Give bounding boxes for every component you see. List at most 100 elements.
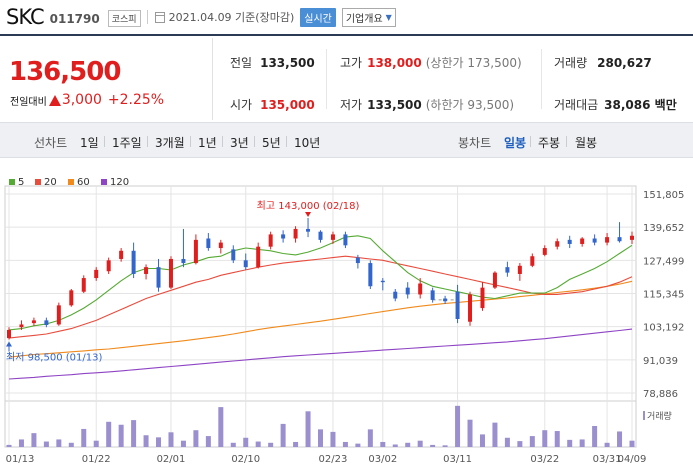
volume-bar (93, 440, 99, 447)
candles (7, 218, 634, 340)
volume-bar (131, 420, 137, 447)
candle-body (592, 238, 597, 243)
candle-body (31, 320, 36, 324)
stock-code: 011790 (49, 12, 100, 26)
volume-bar (380, 441, 386, 447)
candle-body (256, 246, 261, 268)
low-annotation: 최저 98,500 (01/13) (6, 351, 102, 363)
x-tick-label: 03/22 (530, 454, 559, 465)
volume-bar (56, 439, 62, 447)
current-price: 136,500 (9, 57, 121, 87)
high-label: 고가 (340, 56, 363, 70)
volume-bar (542, 430, 548, 447)
volume-bar (118, 424, 124, 447)
volume-bar (218, 407, 224, 447)
divider (286, 136, 287, 147)
volume-bar (68, 442, 74, 447)
legend-label: 5 (18, 177, 24, 188)
volume-bar (367, 429, 373, 447)
candle-body (181, 258, 186, 264)
candle-body (243, 260, 248, 268)
volume-bar (467, 419, 473, 447)
volume-bar (305, 411, 311, 447)
moving-averages (8, 235, 633, 380)
y-tick-label: 127,499 (643, 256, 684, 267)
x-tick-label: 03/31 (593, 454, 622, 465)
volume-bar (293, 441, 299, 447)
tab-10y[interactable]: 10년 (294, 136, 321, 150)
candle-body (19, 324, 24, 328)
tab-weekly[interactable]: 주봉 (538, 136, 561, 150)
low-cell: 저가 133,500 (하한가 93,500) (340, 96, 514, 113)
tab-1w[interactable]: 1주일 (112, 136, 142, 150)
price-change-row: 전일대비 3,000 +2.25% (10, 92, 164, 108)
candle-body (480, 287, 485, 309)
volume-bar (268, 442, 274, 447)
divider (146, 10, 148, 24)
candle-body (168, 258, 173, 288)
volume-label: 거래량 (647, 410, 672, 422)
volume-bar (156, 437, 162, 447)
tab-daily[interactable]: 일봉 (504, 136, 527, 150)
y-tick-label: 78,886 (643, 389, 678, 400)
x-axis: 01/13 01/22 02/01 02/10 02/23 03/02 03/11 03/22… (6, 454, 647, 465)
legend-label: 60 (77, 177, 90, 188)
low-value: 133,500 (367, 98, 422, 112)
divider (104, 136, 105, 147)
legend-swatch (35, 179, 41, 185)
volume-bar (604, 442, 610, 447)
volume-bar (492, 422, 498, 447)
volume-bar (617, 431, 623, 447)
legend-label: 120 (110, 177, 129, 188)
high-annotation: 최고 143,000 (02/18) (257, 200, 360, 212)
candle-body (443, 298, 448, 302)
realtime-button[interactable]: 실시간 (300, 7, 336, 27)
volume-legend-swatch (643, 411, 645, 420)
candle-body (218, 242, 223, 249)
price-chart[interactable]: 5 20 60 120 최고 143,000 (02/18) 최저 98,500 (01… (0, 172, 693, 468)
candle-body (94, 269, 99, 279)
volume-bar (430, 444, 436, 447)
price-summary: 136,500 전일대비 3,000 +2.25% (0, 38, 212, 120)
candle-body (430, 290, 435, 300)
candle-body (405, 287, 410, 295)
date-text: 2021.04.09 기준(장마감) (168, 11, 295, 24)
x-tick-label: 04/09 (618, 454, 647, 465)
tab-3m[interactable]: 3개월 (155, 136, 185, 150)
tab-monthly[interactable]: 월봉 (575, 136, 598, 150)
y-tick-label: 91,039 (643, 356, 678, 367)
volume-bar (554, 431, 560, 447)
x-tick-label: 02/10 (231, 454, 260, 465)
candle-body (393, 291, 398, 299)
line-chart-label: 선차트 (34, 136, 68, 150)
stock-header: SKC 011790 코스피 2021.04.09 기준(장마감) 실시간 기업… (0, 0, 693, 36)
tab-1d[interactable]: 1일 (80, 136, 99, 150)
x-tick-label: 01/13 (6, 454, 35, 465)
candle-body (330, 234, 335, 240)
candle-body (293, 228, 298, 239)
candle-body (231, 249, 236, 261)
tab-1y[interactable]: 1년 (198, 136, 217, 150)
volume-bar (517, 441, 523, 447)
candle-body (106, 260, 111, 272)
candle-body (380, 280, 385, 283)
change-percent: +2.25% (107, 92, 165, 108)
tab-5y[interactable]: 5년 (262, 136, 281, 150)
x-tick-label: 02/01 (157, 454, 186, 465)
candle-body (119, 250, 124, 259)
candle-body (44, 320, 49, 326)
x-tick-label: 03/11 (443, 454, 472, 465)
volume-bar (280, 423, 286, 447)
candle-body (630, 235, 634, 240)
candle-body (343, 234, 348, 246)
y-axis: 151,805 139,652 127,499 115,345 103,192 91,03… (643, 190, 684, 400)
divider (566, 136, 567, 147)
candle-body (567, 239, 572, 244)
low-label: 저가 (340, 98, 363, 112)
company-overview-button[interactable]: 기업개요 ▼ (341, 7, 396, 27)
volume-bar (43, 441, 49, 447)
tab-3y[interactable]: 3년 (230, 136, 249, 150)
y-tick-label: 139,652 (643, 223, 684, 234)
candle-body (268, 234, 273, 247)
candlestick-chart-svg[interactable]: 5 20 60 120 최고 143,000 (02/18) 최저 98,500 (01… (0, 172, 693, 468)
